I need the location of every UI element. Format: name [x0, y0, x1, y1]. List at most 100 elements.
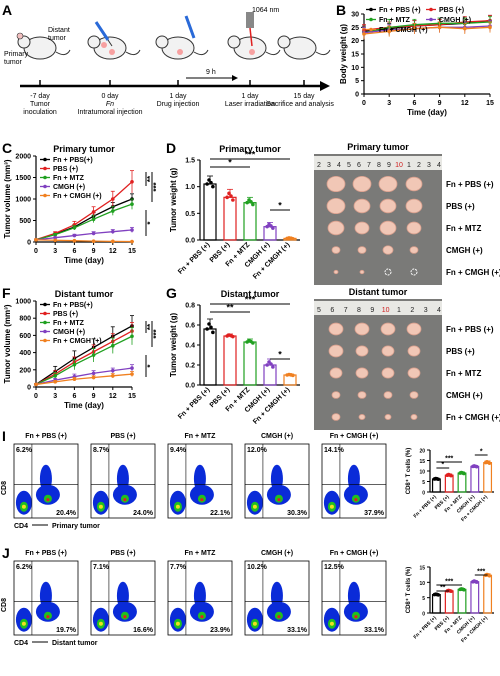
data-point [231, 334, 235, 339]
x-tick-label: 12 [109, 393, 117, 400]
y-axis-label: Body weight (g) [339, 24, 348, 84]
x-tick-label: 9 [92, 248, 96, 255]
flow-density-peak [175, 504, 180, 509]
quadrant-ul-value: 9.4% [170, 447, 187, 454]
data-point [53, 374, 57, 378]
y-tick-label: 30 [351, 12, 359, 19]
legend-label: CMGH (+) [439, 17, 471, 24]
tumor-specimen [352, 175, 372, 193]
quadrant-ul-value: 14.1% [324, 447, 345, 454]
panel-label-g: G [166, 285, 177, 301]
timeline-event-3: Drug injection [157, 101, 200, 108]
y-tick-label: 15 [419, 566, 425, 572]
quadrant-ul-value: 12.5% [324, 564, 345, 571]
timeline-event-2a: Fn [106, 101, 114, 108]
ruler-number: 3 [427, 162, 431, 169]
ruler-number: 9 [370, 307, 374, 314]
flow-group-label: CMGH (+) [261, 433, 293, 440]
tumor-specimen [383, 391, 393, 399]
legend-label: Fn + CMGH (+) [53, 193, 102, 200]
data-point [229, 194, 233, 198]
data-point [111, 197, 115, 201]
x-axis-label: Time (day) [64, 401, 104, 410]
flow-density-peak [46, 615, 50, 619]
timeline-event-2b: Intratumoral injection [78, 109, 143, 116]
legend-marker [43, 329, 47, 334]
series-line [35, 367, 133, 386]
legend-label: Fn + PBS (+) [379, 7, 421, 14]
legend-label: Fn + CMGH (+) [53, 338, 102, 345]
quadrant-lr-value: 16.6% [133, 627, 154, 634]
flow-x-label: CD4 [14, 640, 28, 647]
flow-density-peak [329, 504, 334, 509]
bar [470, 581, 480, 614]
quadrant-ul-value: 8.7% [93, 447, 110, 454]
ruler-number: 2 [417, 162, 421, 169]
legend-label: Fn + PBS(+) [53, 302, 93, 309]
bar [483, 461, 493, 493]
data-point [247, 338, 251, 343]
flow-density-peak [329, 621, 334, 626]
legend-marker [429, 7, 433, 12]
ruler-number: 1 [407, 162, 411, 169]
series-line [35, 229, 133, 241]
quadrant-lr-value: 20.4% [56, 510, 77, 517]
y-tick-label: 1500 [15, 175, 31, 182]
tumor-specimen [382, 245, 394, 255]
flow-y-label: CD8 [1, 481, 8, 495]
legend-label: Fn + PBS(+) [53, 157, 93, 164]
y-tick-label: 1.0 [185, 184, 195, 191]
y-tick-label: 1.5 [185, 158, 195, 165]
quadrant-lr-value: 23.9% [210, 627, 231, 634]
data-point [72, 238, 77, 243]
tumor-specimen [331, 413, 341, 421]
distant-tumor-label-2: tumor [48, 35, 67, 42]
row-label: CMGH (+) [446, 246, 483, 255]
flow-group-label: PBS (+) [110, 550, 135, 557]
flow-density-peak [98, 621, 103, 626]
flow-group-label: Fn + MTZ [185, 433, 217, 440]
y-tick-label: 25 [351, 25, 359, 32]
quadrant-lr-value: 33.1% [364, 627, 385, 634]
mouse-icon-2 [87, 35, 141, 60]
tumor-specimen [406, 322, 422, 336]
quadrant-lr-value: 30.3% [287, 510, 308, 517]
x-tick-label: 15 [486, 100, 494, 107]
timeline-event-1b: inoculation [23, 109, 57, 116]
x-tick-label: 3 [53, 248, 57, 255]
legend-label: CMGH (+) [53, 184, 85, 191]
data-point [251, 202, 255, 207]
data-point [412, 26, 417, 31]
y-tick-label: 10 [419, 470, 425, 476]
data-point [245, 200, 249, 205]
data-point [111, 239, 115, 244]
y-tick-label: 0.0 [185, 383, 195, 390]
legend-label: Fn + MTZ [379, 17, 411, 24]
quadrant-lr-value: 22.1% [210, 510, 231, 517]
sig-label: *** [245, 150, 256, 160]
flow-density-peak [354, 615, 358, 619]
tumor-specimen [358, 414, 366, 420]
ruler-number: 10 [382, 307, 390, 314]
data-point [91, 231, 96, 236]
tumor-specimen [379, 198, 397, 214]
ruler-number: 4 [437, 307, 441, 314]
y-tick-label: 0 [27, 385, 31, 392]
flow-group-label: Fn + CMGH (+) [330, 550, 379, 557]
legend-marker [43, 193, 47, 198]
ruler-number: 1 [397, 307, 401, 314]
series-line [363, 21, 491, 34]
tumor-specimen [409, 391, 419, 399]
data-point [291, 373, 295, 378]
quadrant-lr-value: 24.0% [133, 510, 154, 517]
primary-tumor-label: Primary [4, 51, 29, 58]
sig-label: * [278, 350, 282, 360]
legend-marker [43, 184, 47, 189]
panel-label-j: J [2, 545, 10, 561]
data-point [130, 366, 134, 370]
ruler-number: 4 [437, 162, 441, 169]
data-point [205, 182, 209, 186]
ruler-number: 2 [317, 162, 321, 169]
sig-label: * [480, 449, 483, 456]
